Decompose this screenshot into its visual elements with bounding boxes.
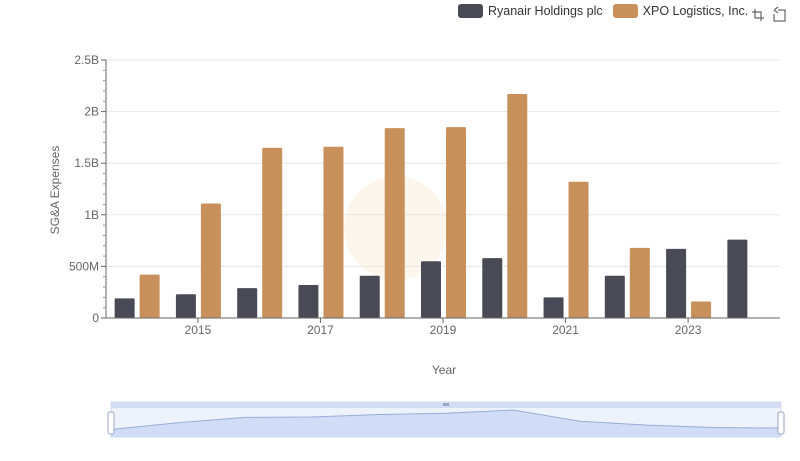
x-axis-label: Year xyxy=(432,363,456,377)
bar-ryanair-2018 xyxy=(359,275,380,318)
legend-label-xpo: XPO Logistics, Inc. xyxy=(642,4,749,18)
bar-ryanair-2017 xyxy=(298,284,319,318)
x-tick-label: 2019 xyxy=(430,323,457,337)
bar-ryanair-2021 xyxy=(543,297,564,318)
bar-ryanair-2019 xyxy=(421,261,441,318)
y-tick-label: 0 xyxy=(92,311,99,325)
y-axis-label: SG&A Expenses xyxy=(48,146,62,235)
data-zoom-slider[interactable] xyxy=(107,401,785,438)
y-tick-label: 2B xyxy=(84,105,99,119)
bar-ryanair-2020 xyxy=(482,258,503,318)
bar-ryanair-2015 xyxy=(175,294,196,318)
bar-xpo-2015 xyxy=(200,203,221,318)
zoom-handle-left[interactable] xyxy=(107,411,115,435)
legend-label-ryanair: Ryanair Holdings plc xyxy=(488,4,603,18)
bar-xpo-2018 xyxy=(384,128,405,318)
zoom-grip xyxy=(443,403,449,406)
legend-item-ryanair[interactable]: Ryanair Holdings plc xyxy=(458,4,603,18)
bars xyxy=(114,94,748,318)
legend-item-xpo[interactable]: XPO Logistics, Inc. xyxy=(612,4,749,18)
bar-xpo-2019 xyxy=(446,127,466,318)
bar-xpo-2023 xyxy=(691,301,712,318)
bar-xpo-2022 xyxy=(629,247,650,318)
x-axis-ticks: 2015 2017 2019 2021 2023 xyxy=(185,318,702,337)
y-axis-ticks: 0 500M 1B 1.5B 2B 2.5B xyxy=(69,53,106,325)
legend: Ryanair Holdings plc XPO Logistics, Inc. xyxy=(458,4,758,18)
restore-icon[interactable] xyxy=(770,6,788,24)
bar-xpo-2014 xyxy=(139,274,160,318)
legend-swatch-ryanair xyxy=(458,4,483,18)
x-tick-label: 2015 xyxy=(185,323,212,337)
legend-swatch-xpo xyxy=(612,4,638,18)
y-tick-label: 500M xyxy=(69,259,99,273)
toolbox xyxy=(746,6,788,24)
x-tick-label: 2023 xyxy=(675,323,702,337)
y-tick-label: 2.5B xyxy=(74,53,99,67)
bar-ryanair-2014 xyxy=(114,298,135,318)
bar-ryanair-2016 xyxy=(237,288,258,318)
zoom-handle-right[interactable] xyxy=(777,411,785,435)
x-tick-label: 2021 xyxy=(552,323,579,337)
zoom-icon[interactable] xyxy=(749,6,767,24)
bar-xpo-2016 xyxy=(262,147,283,318)
zoom-preview-line xyxy=(110,409,782,430)
bar-xpo-2021 xyxy=(568,181,589,318)
y-tick-label: 1.5B xyxy=(74,156,99,170)
bar-xpo-2020 xyxy=(507,94,528,318)
zoom-preview-area xyxy=(111,410,781,437)
bar-ryanair-2022 xyxy=(604,275,625,318)
bar-ryanair-2024 xyxy=(727,239,748,318)
x-tick-label: 2017 xyxy=(307,323,334,337)
bar-ryanair-2023 xyxy=(666,248,687,318)
bar-xpo-2017 xyxy=(323,146,344,318)
y-tick-label: 1B xyxy=(84,208,99,222)
